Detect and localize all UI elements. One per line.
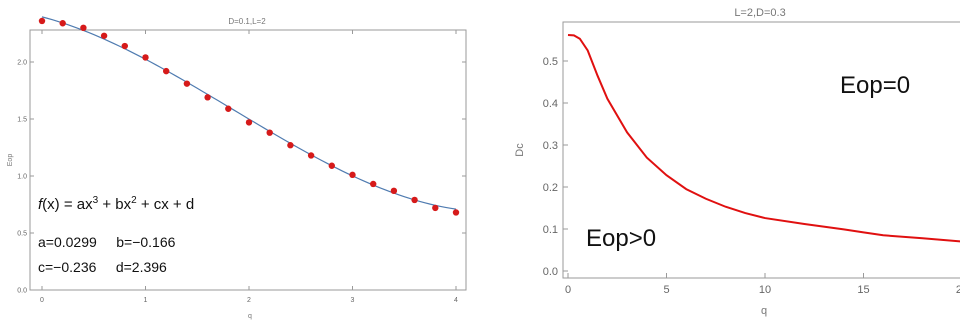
left-data-point [370, 180, 377, 188]
left-x-tick-label: 4 [454, 297, 458, 304]
left-data-point [142, 54, 149, 61]
right-x-tick-label: 20 [956, 284, 960, 296]
left-x-tick-label: 2 [247, 297, 251, 304]
right-x-tick-label: 5 [663, 284, 669, 296]
left-data-point [266, 129, 273, 136]
left-y-tick-label: 1.5 [17, 117, 27, 124]
right-plot-frame [562, 21, 960, 279]
right-y-tick-label: 0.4 [543, 98, 558, 110]
left-data-point [349, 171, 356, 179]
left-y-tick-label: 0.0 [17, 288, 27, 295]
right-y-tick-label: 0.0 [543, 266, 558, 278]
right-x-tick-label: 0 [565, 284, 571, 296]
left-data-point [59, 20, 66, 27]
fit-formula: f(x) = ax3 + bx2 + cx + d [38, 195, 194, 213]
left-data-point [204, 94, 211, 101]
left-data-point [100, 32, 108, 39]
left-x-tick-label: 1 [144, 297, 148, 304]
right-chart-title: L=2,D=0.3 [734, 7, 785, 19]
right-x-axis-label: q [761, 305, 767, 317]
left-data-point [432, 204, 439, 212]
left-fit-curve [41, 16, 457, 210]
fit-coefficients-cd: c=−0.236 d=2.396 [38, 259, 167, 275]
left-data-point [452, 209, 460, 216]
left-data-point [183, 80, 191, 87]
left-data-point [38, 17, 46, 25]
right-x-tick-label: 15 [857, 284, 869, 296]
right-series-line [567, 33, 960, 243]
right-y-tick-label: 0.3 [543, 140, 558, 152]
left-x-tick-label: 3 [351, 297, 355, 304]
left-data-point [80, 24, 87, 31]
left-data-point [121, 42, 128, 50]
left-plot-frame [29, 29, 467, 291]
right-x-tick-label: 10 [759, 284, 771, 296]
left-data-point [390, 187, 398, 195]
left-data-point [287, 142, 294, 149]
left-y-tick-label: 1.0 [17, 174, 27, 181]
left-data-point [328, 162, 335, 169]
right-y-axis-label: Dc [514, 143, 526, 157]
left-data-point [411, 196, 418, 204]
fit-coefficients-ab: a=0.0299 b=−0.166 [38, 234, 176, 250]
left-data-point [307, 152, 315, 159]
right-y-tick-label: 0.1 [543, 224, 558, 236]
left-y-tick-label: 2.0 [17, 60, 27, 67]
left-data-point [163, 67, 170, 75]
region-label-lower: Eop>0 [586, 225, 656, 252]
left-y-axis-label: Eop [7, 154, 14, 167]
left-data-point [225, 105, 232, 112]
right-y-tick-label: 0.5 [543, 56, 558, 68]
left-chart: D=0.1,L=2 0 1 2 3 4 0.0 0.5 1.0 1.5 2.0 q Eop f(… [7, 16, 467, 320]
left-data-point [245, 119, 253, 126]
left-y-tick-label: 0.5 [17, 231, 27, 238]
left-x-tick-label: 0 [40, 297, 44, 304]
left-x-axis-label: q [248, 313, 252, 320]
region-label-upper: Eop=0 [840, 72, 910, 99]
right-y-tick-label: 0.2 [543, 182, 558, 194]
left-chart-title: D=0.1,L=2 [228, 17, 266, 26]
